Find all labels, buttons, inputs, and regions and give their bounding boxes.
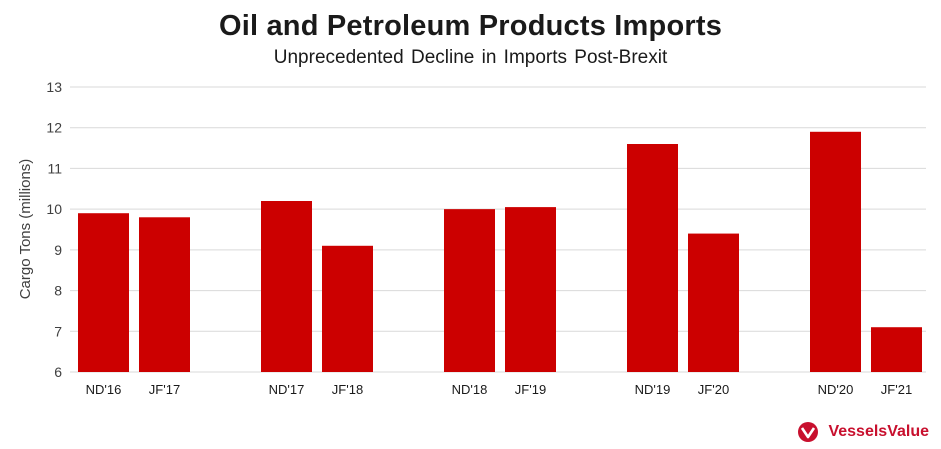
bars — [78, 131, 922, 372]
y-tick-label: 11 — [47, 160, 62, 176]
x-tick-label: JF'21 — [881, 382, 912, 397]
x-axis-ticks: ND'16 JF'17 ND'17 JF'18 ND'18 JF'19 ND'19 JF'20… — [86, 382, 913, 397]
x-tick-label: ND'18 — [452, 382, 488, 397]
y-tick-label: 9 — [54, 242, 62, 258]
x-tick-label: ND'16 — [86, 382, 122, 397]
y-tick-label: 7 — [54, 323, 62, 339]
chart-subtitle: Unprecedented Decline in Imports Post-Br… — [273, 47, 668, 68]
brand-logo: VesselsValue — [797, 421, 929, 443]
y-tick-label: 13 — [46, 79, 62, 95]
x-tick-label: JF'19 — [515, 382, 546, 397]
x-tick-label: JF'18 — [332, 382, 363, 397]
vesselsvalue-logo-icon — [798, 422, 819, 442]
y-tick-label: 12 — [46, 120, 62, 136]
x-tick-label: ND'19 — [635, 382, 671, 397]
brand-name: VesselsValue — [828, 423, 929, 440]
y-axis-ticks: 6 7 8 9 10 11 12 13 — [46, 79, 62, 380]
bar — [810, 131, 861, 372]
bar — [444, 209, 495, 372]
y-tick-label: 10 — [46, 201, 62, 217]
gridlines — [70, 86, 926, 373]
y-tick-label: 8 — [54, 283, 62, 299]
x-tick-label: ND'20 — [818, 382, 854, 397]
bar — [139, 217, 190, 372]
y-axis-label: Cargo Tons (millions) — [17, 159, 34, 300]
x-tick-label: JF'20 — [698, 382, 729, 397]
bar — [627, 144, 678, 372]
bar — [322, 245, 373, 372]
x-tick-label: ND'17 — [269, 382, 305, 397]
chart-title: Oil and Petroleum Products Imports — [218, 10, 723, 42]
bar — [688, 233, 739, 372]
x-tick-label: JF'17 — [149, 382, 180, 397]
bar — [78, 213, 129, 372]
bar — [505, 207, 556, 372]
bar — [261, 201, 312, 372]
bar — [871, 327, 922, 372]
y-tick-label: 6 — [54, 364, 62, 380]
